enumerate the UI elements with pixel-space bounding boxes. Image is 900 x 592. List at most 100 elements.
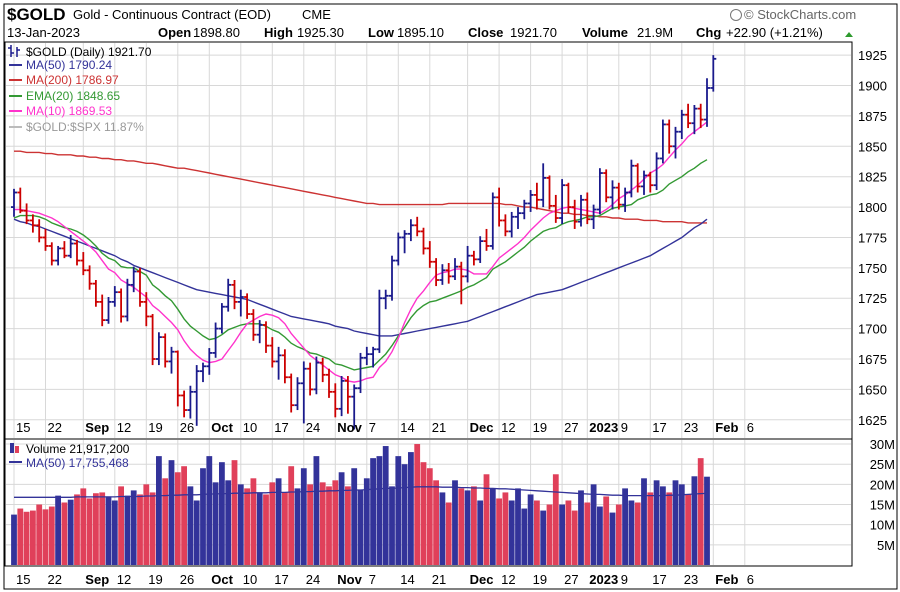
ohlc-bar — [546, 175, 553, 210]
ohlc-bar — [130, 266, 137, 293]
x-tick-label: 2023 — [589, 420, 618, 435]
ohlc-bar — [515, 207, 521, 229]
x-tick-label: 15 — [16, 420, 30, 435]
volume-bar — [156, 456, 162, 565]
volume-bar — [137, 494, 143, 565]
ohlc-bar — [672, 126, 679, 159]
volume-ma50-line — [14, 486, 708, 498]
price-legend: $GOLD (Daily) 1921.70 MA(50) 1790.24 MA(… — [8, 45, 152, 134]
ohlc-bar — [659, 119, 666, 164]
exchange-label: CME — [302, 7, 331, 22]
ohlc-bar — [338, 376, 345, 417]
ohlc-bar — [23, 203, 30, 225]
ohlc-bar — [407, 219, 414, 242]
ohlc-bar — [326, 368, 332, 398]
volume-bar — [527, 494, 534, 565]
x-tick-label: 22 — [48, 572, 62, 587]
brand-text: © StockCharts.com — [744, 7, 856, 22]
ohlc-bar — [464, 245, 471, 283]
ohlc-bar — [470, 250, 477, 266]
volume-bar — [313, 456, 320, 565]
ohlc-bar — [332, 383, 339, 418]
ohlc-bar — [149, 314, 156, 366]
ohlc-bar — [225, 278, 232, 312]
volume-y-axis: 5M 10M 15M 20M 25M 30M — [870, 437, 895, 553]
volume-bar — [483, 474, 490, 565]
ohlc-bar — [420, 227, 427, 255]
volume-bar — [559, 504, 565, 565]
volume-bar — [477, 500, 484, 565]
low-label: Low — [368, 25, 395, 40]
ohlc-bar — [483, 228, 490, 251]
low-value: 1895.10 — [397, 25, 444, 40]
volume-bar — [256, 492, 263, 565]
volume-bar — [357, 490, 364, 565]
volume-bar — [628, 500, 635, 565]
volume-bar — [86, 498, 93, 565]
ohlc-bar — [363, 346, 370, 366]
ohlc-bar — [691, 104, 698, 135]
chart-border — [3, 3, 898, 590]
open-value: 1898.80 — [193, 25, 240, 40]
volume-bar — [540, 510, 547, 565]
ohlc-bar — [11, 188, 17, 217]
volume-bar — [206, 456, 213, 565]
volume-bar — [282, 492, 288, 565]
price-y-tick-label: 1800 — [858, 200, 887, 215]
volume-bar — [319, 482, 326, 565]
ohlc-bar — [609, 180, 616, 210]
volume-y-tick-label: 10M — [870, 518, 895, 533]
change-label: Chg — [696, 25, 721, 40]
ohlc-bar — [433, 258, 440, 287]
x-tick-label: Feb — [715, 572, 738, 587]
volume-panel — [4, 438, 853, 567]
volume-bar — [181, 466, 187, 565]
volume-bar — [508, 500, 515, 565]
x-tick-label: 9 — [621, 572, 628, 587]
x-tick-label: Feb — [715, 420, 738, 435]
volume-bar — [565, 500, 572, 565]
ohlc-bar — [212, 322, 219, 358]
volume-bar — [307, 484, 313, 565]
x-tick-label: 6 — [747, 572, 754, 587]
price-y-tick-label: 1875 — [858, 109, 887, 124]
price-y-tick-label: 1675 — [858, 352, 887, 367]
ohlc-bar — [300, 361, 307, 424]
close-label: Close — [468, 25, 503, 40]
volume-bar — [691, 476, 698, 565]
brand-logo: © StockCharts.com — [730, 7, 856, 22]
volume-bar — [193, 500, 200, 565]
volume-bar — [439, 492, 446, 565]
volume-bar — [489, 488, 496, 565]
volume-bar — [225, 480, 232, 565]
x-tick-label: 24 — [306, 420, 320, 435]
volume-bar — [130, 490, 137, 565]
ohlc-bar — [653, 152, 660, 191]
ohlc-bar — [99, 294, 106, 327]
ohlc-bar — [489, 192, 496, 250]
x-tick-label: Oct — [211, 420, 233, 435]
volume-bar — [641, 478, 647, 565]
volume-x-axis: 15 22 Sep 12 19 26 Oct 10 17 24 Nov 7 14 21 Dec 12 19 27 2… — [16, 572, 754, 587]
ohlc-bar — [275, 346, 282, 380]
ohlc-bar — [92, 280, 99, 307]
volume-bar — [345, 486, 351, 565]
volume-bar — [685, 494, 691, 565]
x-tick-label: 12 — [117, 420, 131, 435]
volume-bar — [149, 492, 156, 565]
ohlc-bar — [193, 365, 200, 426]
volume-bar — [534, 500, 540, 565]
volume-bar — [326, 486, 332, 565]
ohlc-bar — [647, 171, 654, 193]
legend-volume-swatch-down — [15, 446, 19, 453]
volume-bar — [414, 444, 421, 565]
ohlc-bar — [269, 337, 276, 368]
volume-bar — [382, 446, 389, 565]
x-tick-label: 6 — [747, 420, 754, 435]
volume-bar — [704, 476, 710, 565]
ohlc-bar — [74, 239, 80, 266]
ohlc-bar — [313, 356, 320, 395]
close-value: 1921.70 — [510, 25, 557, 40]
legend-volume-ma: MA(50) 17,755,468 — [26, 456, 129, 470]
volume-y-tick-label: 20M — [870, 477, 895, 492]
